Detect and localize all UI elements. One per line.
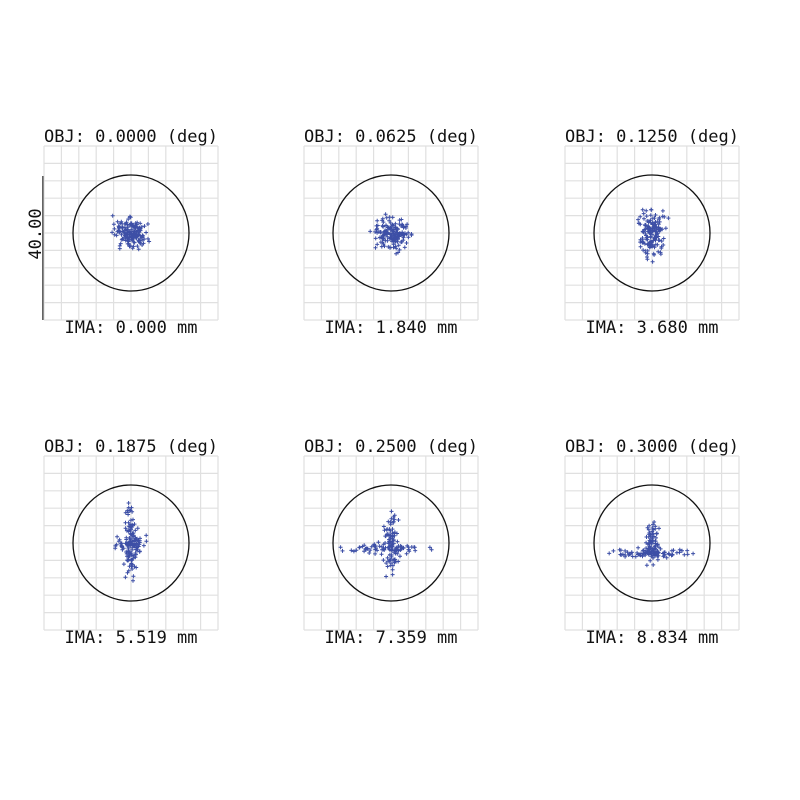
grid <box>564 455 740 631</box>
object-label: OBJ: 0.0625 (deg) <box>304 127 478 147</box>
spot-pattern <box>113 501 149 583</box>
airy-circle <box>72 484 190 602</box>
spot-pattern <box>338 509 434 579</box>
object-label: OBJ: 0.2500 (deg) <box>304 437 478 457</box>
airy-circle <box>332 174 450 292</box>
spot-pattern <box>110 213 152 252</box>
scale-label: 40.00 <box>26 208 46 259</box>
object-label: OBJ: 0.0000 (deg) <box>44 127 218 147</box>
spot-pattern <box>607 520 696 568</box>
object-label: OBJ: 0.1250 (deg) <box>565 127 739 147</box>
airy-circle <box>332 484 450 602</box>
image-label: IMA: 1.840 mm <box>324 318 457 338</box>
object-label: OBJ: 0.3000 (deg) <box>565 437 739 457</box>
object-label: OBJ: 0.1875 (deg) <box>44 437 218 457</box>
spot-pattern <box>368 212 414 256</box>
spot-pattern <box>636 207 671 264</box>
image-label: IMA: 3.680 mm <box>585 318 718 338</box>
image-label: IMA: 8.834 mm <box>585 628 718 648</box>
airy-circle <box>72 174 190 292</box>
image-label: IMA: 7.359 mm <box>324 628 457 648</box>
airy-circle <box>593 174 711 292</box>
image-label: IMA: 0.000 mm <box>64 318 197 338</box>
image-label: IMA: 5.519 mm <box>64 628 197 648</box>
airy-circle <box>593 484 711 602</box>
